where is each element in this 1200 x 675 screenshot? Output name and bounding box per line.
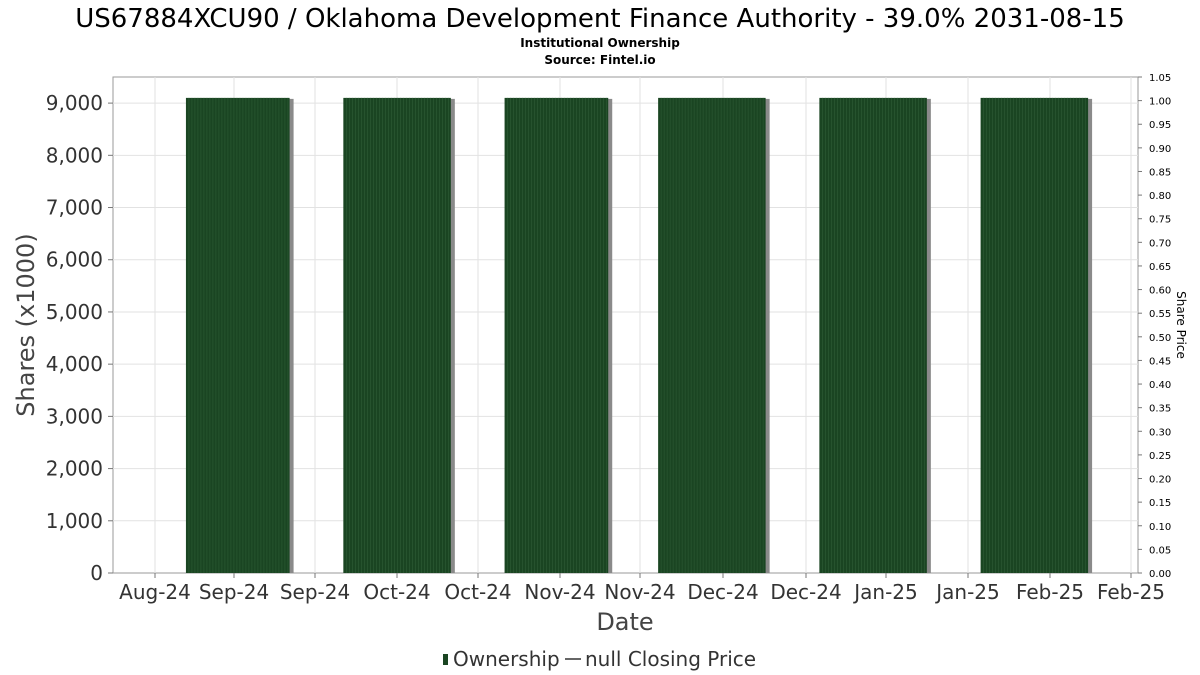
x-tick-label: Sep-24 xyxy=(280,580,350,604)
bar-texture xyxy=(507,97,607,573)
x-tick-label: Jan-25 xyxy=(934,580,1000,604)
y-tick-label: 7,000 xyxy=(46,196,103,220)
right-tick-label: 0.95 xyxy=(1149,120,1171,131)
right-tick-label: 0.55 xyxy=(1149,309,1171,320)
x-tick-label: Dec-24 xyxy=(770,580,841,604)
x-tick-label: Sep-24 xyxy=(199,580,269,604)
left-axis-ticks: 0 1,000 2,000 3,000 4,000 5,000 6,000 7,000 8,00… xyxy=(46,91,113,585)
y-tick-label: 5,000 xyxy=(46,300,103,324)
right-tick-label: 1.05 xyxy=(1149,73,1171,84)
right-tick-label: 0.20 xyxy=(1149,475,1171,486)
date-axis-ticks: Aug-24 Sep-24 Sep-24 Oct-24 Oct-24 Nov-24 Nov-… xyxy=(119,573,1165,604)
right-tick-label: 0.50 xyxy=(1149,333,1171,344)
right-tick-label: 0.90 xyxy=(1149,144,1171,155)
chart-source: Source: Fintel.io xyxy=(544,53,655,67)
chart-title: US67884XCU90 / Oklahoma Development Fina… xyxy=(75,4,1125,34)
right-tick-label: 0.25 xyxy=(1149,451,1171,462)
x-tick-label: Aug-24 xyxy=(119,580,191,604)
y-tick-label: 3,000 xyxy=(46,404,103,428)
right-tick-label: 0.30 xyxy=(1149,427,1171,438)
ownership-bar xyxy=(185,97,290,573)
bar-texture xyxy=(822,97,925,573)
y-axis-label: Shares (x1000) xyxy=(12,233,40,416)
right-axis-label: Share Price xyxy=(1174,291,1188,359)
right-tick-label: 0.80 xyxy=(1149,191,1171,202)
right-tick-label: 0.00 xyxy=(1149,569,1171,580)
bar-texture xyxy=(660,97,764,573)
x-tick-label: Oct-24 xyxy=(363,580,430,604)
right-tick-label: 0.65 xyxy=(1149,262,1171,273)
x-tick-label: Dec-24 xyxy=(687,580,758,604)
right-tick-label: 0.05 xyxy=(1149,545,1171,556)
right-tick-label: 0.70 xyxy=(1149,238,1171,249)
x-tick-label: Oct-24 xyxy=(444,580,511,604)
y-tick-label: 9,000 xyxy=(46,91,103,115)
bar-texture xyxy=(188,97,289,573)
right-tick-label: 0.75 xyxy=(1149,215,1171,226)
ownership-bar xyxy=(504,97,609,573)
y-tick-label: 8,000 xyxy=(46,143,103,167)
x-tick-label: Nov-24 xyxy=(604,580,675,604)
x-tick-label: Jan-25 xyxy=(852,580,918,604)
ownership-bars xyxy=(185,97,1093,573)
y-tick-label: 0 xyxy=(90,561,103,585)
legend-ownership-swatch xyxy=(443,654,448,665)
right-tick-label: 0.40 xyxy=(1149,380,1171,391)
right-tick-label: 0.60 xyxy=(1149,286,1171,297)
bar-texture xyxy=(346,97,449,573)
y-tick-label: 2,000 xyxy=(46,457,103,481)
bar-texture xyxy=(983,97,1086,573)
chart-subtitle: Institutional Ownership xyxy=(520,36,680,50)
right-tick-label: 1.00 xyxy=(1149,97,1171,108)
right-tick-label: 0.45 xyxy=(1149,356,1171,367)
y-tick-label: 6,000 xyxy=(46,248,103,272)
right-tick-label: 0.35 xyxy=(1149,404,1171,415)
y-tick-label: 1,000 xyxy=(46,509,103,533)
right-tick-label: 0.85 xyxy=(1149,167,1171,178)
x-axis-label: Date xyxy=(596,608,653,636)
legend-ownership-label: Ownership xyxy=(453,647,560,671)
right-tick-label: 0.15 xyxy=(1149,498,1171,509)
x-tick-label: Nov-24 xyxy=(524,580,595,604)
x-tick-label: Feb-25 xyxy=(1097,580,1165,604)
right-tick-label: 0.10 xyxy=(1149,522,1171,533)
legend-price-label: null Closing Price xyxy=(585,647,756,671)
y-tick-label: 4,000 xyxy=(46,352,103,376)
legend: Ownership null Closing Price xyxy=(443,647,756,671)
x-tick-label: Feb-25 xyxy=(1016,580,1084,604)
right-axis-ticks: 0.00 0.05 0.10 0.15 0.20 0.25 0.30 0.35 0.40 0.45… xyxy=(1138,73,1171,580)
